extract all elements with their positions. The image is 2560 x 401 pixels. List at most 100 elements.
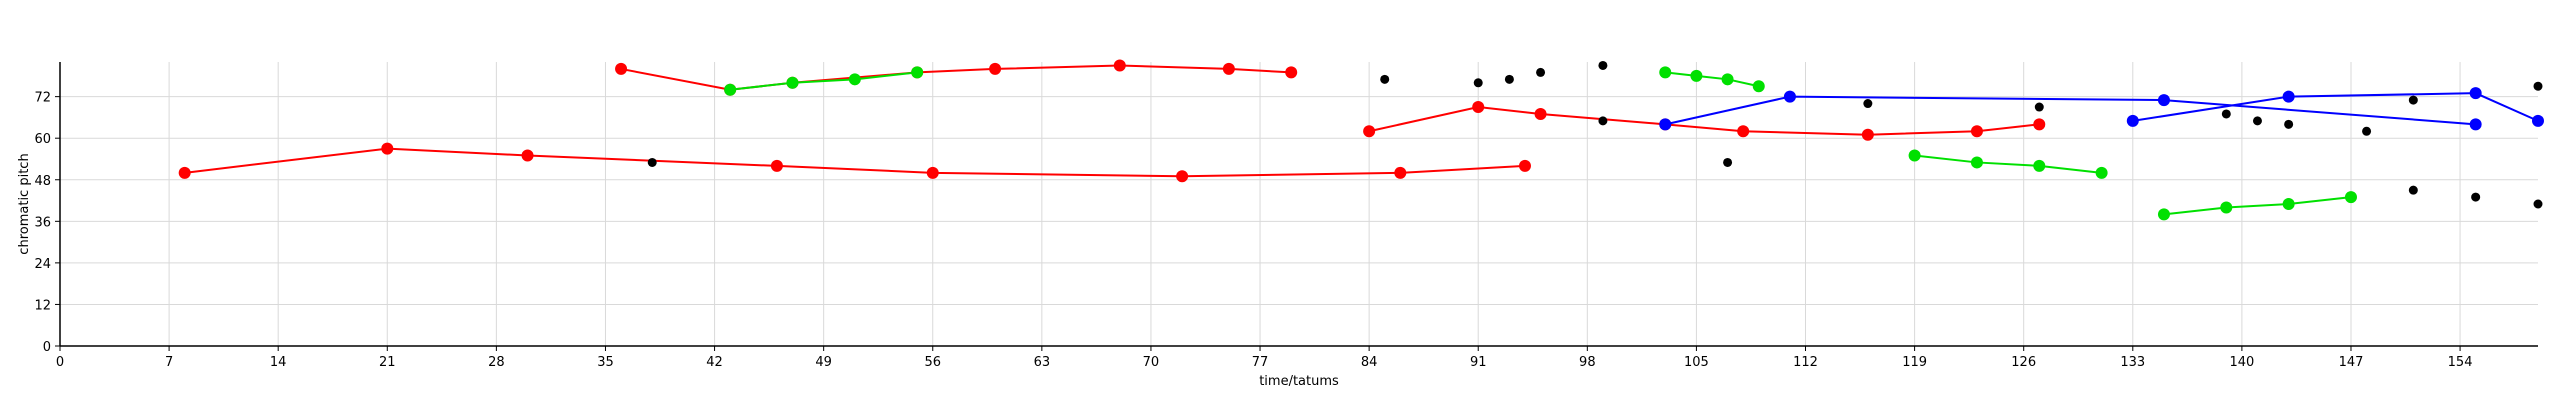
y-tick-label: 72 (34, 91, 51, 106)
black-data-point (2471, 192, 2481, 202)
green-data-point (1690, 69, 1703, 82)
x-tick-label: 42 (706, 355, 723, 370)
black-data-point (1598, 60, 1608, 70)
red-data-point (2033, 118, 2046, 131)
black-data-point (2533, 81, 2543, 91)
x-tick-label: 77 (1252, 355, 1269, 370)
green-series-line (1665, 71, 1759, 88)
green-data-point (2095, 166, 2108, 179)
green-data-point (2344, 191, 2357, 204)
green-data-point (1659, 66, 1672, 79)
green-data-point (2033, 159, 2046, 172)
x-tick-label: 56 (924, 355, 941, 370)
x-tick-label: 7 (165, 355, 173, 370)
green-data-point (911, 66, 924, 79)
x-axis-title: time/tatums (1259, 374, 1339, 389)
blue-data-point (2532, 114, 2544, 127)
green-data-point (724, 83, 737, 96)
x-tick-label: 105 (1684, 355, 1709, 370)
black-data-point (1473, 78, 1483, 88)
black-data-point (2034, 102, 2044, 112)
x-tick-label: 70 (1143, 355, 1160, 370)
black-data-point (1504, 74, 1514, 84)
y-tick-label: 24 (34, 257, 51, 272)
y-axis-title: chromatic pitch (17, 153, 32, 254)
red-data-point (1363, 125, 1376, 138)
red-data-point (926, 166, 939, 179)
black-data-point (2408, 95, 2418, 105)
x-tick-label: 28 (488, 355, 505, 370)
red-data-point (1394, 166, 1407, 179)
x-tick-label: 140 (2229, 355, 2254, 370)
blue-data-point (1783, 90, 1796, 103)
green-series-line (730, 71, 918, 91)
red-data-point (1285, 66, 1298, 79)
black-data-point (647, 157, 657, 167)
red-series-line (184, 147, 1526, 178)
red-data-point (770, 159, 783, 172)
green-series-line (2163, 196, 2352, 216)
green-data-point (1721, 73, 1734, 86)
red-data-point (1861, 128, 1874, 141)
x-tick-label: 154 (2448, 355, 2473, 370)
x-tick-label: 14 (270, 355, 287, 370)
green-data-point (2220, 201, 2233, 214)
y-tick-label: 0 (43, 340, 51, 355)
x-tick-label: 119 (1902, 355, 1927, 370)
red-data-point (1222, 62, 1235, 75)
blue-data-point (1659, 118, 1672, 131)
green-data-point (1752, 80, 1765, 93)
red-data-point (521, 149, 534, 162)
blue-series-line (2132, 92, 2539, 122)
x-tick-label: 133 (2120, 355, 2145, 370)
x-tick-label: 35 (597, 355, 614, 370)
red-data-point (615, 62, 628, 75)
red-data-point (989, 62, 1002, 75)
x-tick-label: 84 (1361, 355, 1378, 370)
red-data-point (1472, 101, 1485, 114)
black-data-point (2533, 199, 2543, 209)
x-tick-label: 98 (1579, 355, 1596, 370)
red-data-point (178, 166, 191, 179)
blue-data-point (2469, 118, 2482, 131)
blue-data-point (2469, 87, 2482, 100)
y-tick-label: 36 (34, 215, 51, 230)
black-data-point (1380, 74, 1390, 84)
green-series-line (1914, 154, 2102, 174)
green-data-point (1970, 156, 1983, 169)
green-data-point (1908, 149, 1921, 162)
black-data-point (1863, 99, 1873, 109)
x-tick-label: 63 (1034, 355, 1051, 370)
green-data-point (786, 76, 799, 89)
x-tick-label: 147 (2339, 355, 2364, 370)
blue-data-point (2126, 114, 2139, 127)
black-data-point (2408, 185, 2418, 195)
black-data-point (2362, 126, 2372, 136)
red-data-point (1970, 125, 1983, 138)
x-tick-label: 112 (1793, 355, 1818, 370)
blue-data-point (2282, 90, 2295, 103)
y-tick-label: 60 (34, 132, 51, 147)
x-tick-label: 0 (56, 355, 64, 370)
red-data-point (1113, 59, 1126, 72)
x-tick-label: 126 (2011, 355, 2036, 370)
black-data-point (1536, 67, 1546, 77)
black-data-point (1598, 116, 1608, 126)
black-data-point (2284, 119, 2294, 129)
red-data-point (1737, 125, 1750, 138)
green-data-point (2157, 208, 2170, 221)
green-data-point (848, 73, 861, 86)
black-data-point (2252, 116, 2262, 126)
black-data-point (1723, 157, 1733, 167)
red-series-line (620, 64, 1292, 91)
x-tick-label: 91 (1470, 355, 1487, 370)
red-data-point (1518, 159, 1531, 172)
red-data-point (381, 142, 394, 155)
x-tick-label: 49 (815, 355, 832, 370)
red-series-line (1368, 106, 2040, 136)
green-data-point (2282, 198, 2295, 210)
black-data-point (2221, 109, 2231, 119)
blue-series-line (1665, 95, 2476, 126)
